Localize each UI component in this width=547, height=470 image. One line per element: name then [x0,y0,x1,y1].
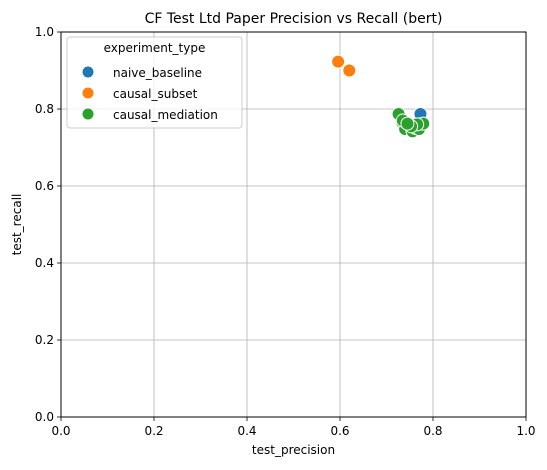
x-tick-label: 0.6 [330,424,349,438]
x-tick-label: 0.8 [423,424,442,438]
y-tick-label: 0.8 [35,102,54,116]
chart-title: CF Test Ltd Paper Precision vs Recall (b… [145,11,443,27]
y-tick-label: 0.0 [35,410,54,424]
x-tick-label: 0.2 [144,424,163,438]
legend-marker-naive-baseline [81,65,95,79]
data-point-causal-subset [342,63,357,78]
plot-frame [60,31,527,418]
legend-label-causal-subset: causal_subset [113,87,198,101]
y-tick-label: 1.0 [35,25,54,39]
x-tick-label: 0.0 [51,424,70,438]
legend-marker-causal-subset [81,86,95,100]
y-axis-ticks: 0.0 0.2 0.4 0.6 0.8 1.0 [35,25,61,424]
legend-box [66,36,243,129]
legend-marker-causal-mediation [81,107,95,121]
legend-title: experiment_type [104,41,206,55]
x-axis-label: test_precision [252,443,335,457]
legend: experiment_type naive_baseline causal_sub… [66,36,243,129]
data-points [331,54,431,139]
x-tick-label: 1.0 [516,424,535,438]
y-axis-label: test_recall [10,194,24,256]
legend-label-naive-baseline: naive_baseline [113,66,202,80]
data-point-causal-mediation [400,116,415,131]
y-tick-label: 0.6 [35,179,54,193]
x-tick-label: 0.4 [237,424,256,438]
y-tick-label: 0.4 [35,256,54,270]
x-axis-ticks: 0.0 0.2 0.4 0.6 0.8 1.0 [51,417,536,438]
legend-items: naive_baseline causal_subset causal_mediat… [81,65,218,122]
y-tick-label: 0.2 [35,333,54,347]
legend-label-causal-mediation: causal_mediation [113,108,218,122]
data-point-causal-subset [331,54,346,69]
